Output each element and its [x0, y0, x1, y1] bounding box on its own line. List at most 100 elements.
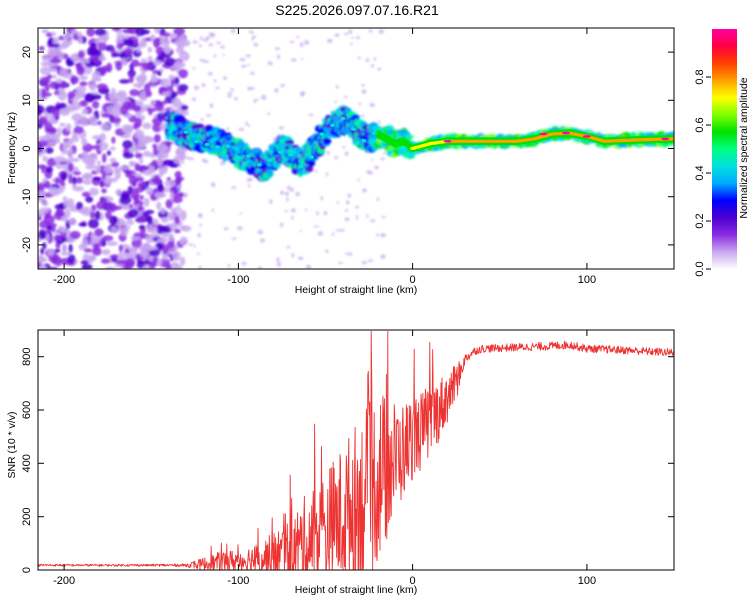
- spectral-blob: [235, 155, 241, 160]
- spectral-blob: [179, 242, 184, 245]
- spectral-blob: [137, 211, 143, 217]
- spectral-blob: [247, 63, 250, 66]
- spectral-blob: [100, 122, 110, 132]
- spectral-blob: [101, 153, 107, 164]
- spectral-blob: [96, 160, 102, 166]
- spectral-blob: [82, 179, 93, 185]
- spectral-blob: [323, 211, 328, 216]
- spectral-blob: [100, 258, 111, 264]
- spectral-blob: [183, 194, 186, 198]
- y-tick-label: -20: [21, 237, 33, 253]
- spectral-blob: [160, 38, 171, 47]
- spectral-blob: [132, 187, 145, 193]
- x-tick-label: 0: [410, 274, 416, 286]
- spectral-blob: [68, 219, 77, 225]
- spectral-blob: [259, 238, 266, 243]
- spectral-blob: [135, 28, 146, 37]
- spectral-blob: [261, 94, 267, 100]
- spectral-blob: [58, 51, 64, 60]
- spectral-blob: [143, 135, 153, 143]
- spectral-blob: [369, 219, 376, 223]
- spectral-blob: [97, 42, 107, 51]
- spectral-blob: [335, 85, 339, 89]
- spectral-blob: [147, 46, 153, 53]
- spectrogram-x-ticks: -200 -100 0 100: [53, 28, 596, 286]
- spectral-blob: [104, 163, 113, 174]
- spectral-blob: [178, 69, 188, 79]
- spectral-blob: [118, 79, 131, 84]
- spectral-blob: [62, 243, 67, 253]
- spectral-blob: [323, 137, 332, 145]
- spectral-blob: [143, 242, 150, 250]
- spectral-blob: [256, 163, 262, 167]
- spectral-blob: [124, 258, 136, 267]
- spectral-blob: [343, 95, 348, 99]
- spectral-blob: [41, 77, 51, 85]
- spectral-blob: [174, 77, 180, 85]
- spectral-blob: [77, 50, 85, 59]
- spectral-blob: [99, 132, 107, 142]
- spectral-blob: [60, 215, 68, 222]
- spectral-blob: [54, 156, 66, 163]
- spectral-blob: [349, 42, 353, 45]
- spectral-blob: [241, 261, 247, 266]
- spectral-blob: [42, 155, 48, 162]
- spectral-blob: [95, 165, 101, 174]
- spectral-blob: [60, 251, 72, 256]
- spectral-blob: [106, 241, 118, 246]
- spectral-blob: [381, 216, 386, 219]
- spectral-blob: [251, 36, 254, 41]
- spectral-blob: [366, 214, 369, 219]
- spectral-blob: [205, 114, 212, 117]
- spectral-blob: [168, 233, 174, 242]
- spectral-blob: [118, 244, 123, 253]
- spectral-blob: [171, 97, 182, 108]
- spectral-blob: [132, 105, 142, 112]
- x-tick-label: -200: [53, 575, 75, 587]
- spectral-blob: [160, 78, 171, 87]
- spectral-blob: [127, 185, 133, 195]
- spectral-blob: [276, 261, 282, 267]
- spectral-blob: [42, 242, 47, 250]
- spectral-blob: [198, 265, 202, 269]
- spectral-blob: [112, 52, 121, 57]
- spectral-blob: [176, 162, 181, 165]
- spectral-blob: [344, 32, 349, 36]
- spectral-blob: [145, 90, 152, 98]
- spectral-blob: [316, 210, 319, 216]
- spectral-blob: [147, 215, 153, 225]
- spectral-blob: [227, 92, 233, 95]
- spectral-blob: [197, 232, 201, 238]
- spectral-blob: [85, 58, 90, 64]
- spectral-blob: [304, 165, 314, 173]
- spectral-blob: [249, 178, 254, 181]
- spectral-blob: [288, 153, 294, 157]
- spectral-blob: [85, 196, 94, 203]
- spectral-blob: [347, 193, 352, 198]
- spectral-blob: [106, 105, 116, 114]
- spectral-blob: [152, 123, 162, 133]
- y-tick-label: 20: [21, 46, 33, 58]
- spectral-blob: [378, 29, 385, 34]
- spectral-blob: [192, 67, 196, 70]
- spectral-blob: [181, 216, 185, 221]
- spectral-blob: [164, 180, 177, 188]
- spectral-blob: [136, 47, 141, 53]
- spectral-blob: [211, 208, 215, 212]
- spectral-blob: [160, 225, 171, 233]
- colorbar-label: Normalized spectral amplitude: [738, 77, 750, 218]
- spectral-blob: [144, 209, 155, 215]
- spectral-blob: [296, 35, 300, 39]
- spectral-blob: [88, 152, 98, 163]
- y-tick-label: 400: [21, 454, 33, 472]
- spectral-blob: [188, 243, 194, 246]
- spectral-blob: [41, 29, 49, 34]
- spectral-blob: [97, 120, 102, 126]
- spectral-blob: [67, 162, 74, 172]
- spectral-blob: [380, 233, 386, 238]
- spectral-blob: [325, 249, 329, 253]
- snr-x-label: Height of straight line (km): [295, 584, 418, 596]
- spectral-blob: [70, 135, 79, 143]
- spectral-blob: [71, 29, 78, 35]
- spectral-blob: [39, 196, 46, 203]
